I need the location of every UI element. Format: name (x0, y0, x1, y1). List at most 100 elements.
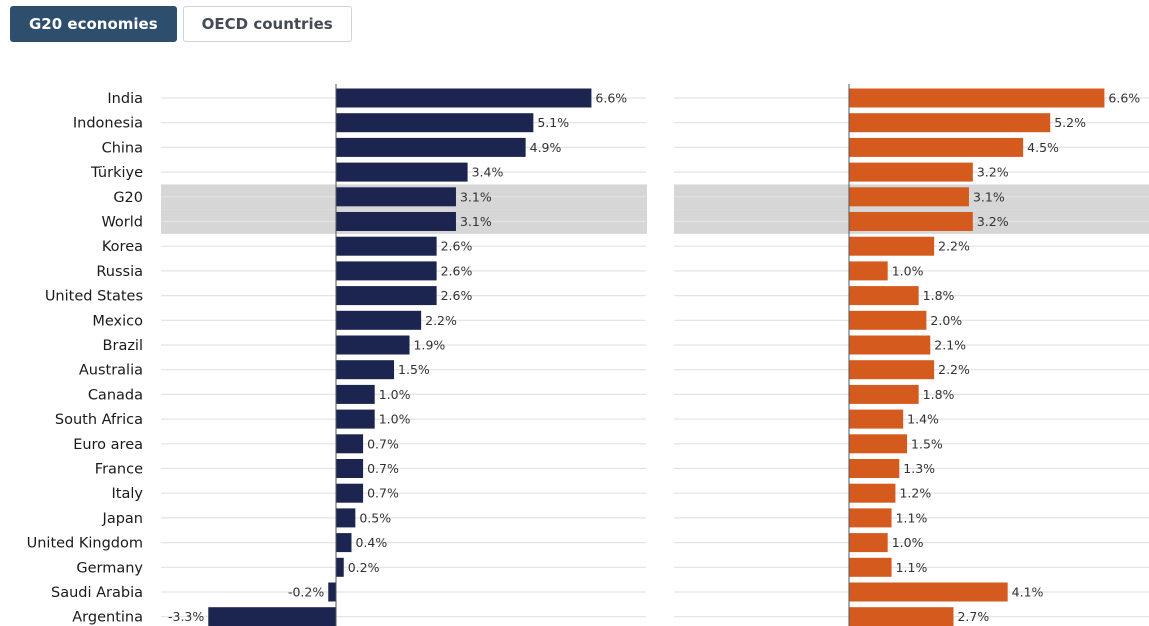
bar (849, 459, 900, 478)
data-label: 2.2% (938, 362, 970, 377)
bar (336, 335, 410, 355)
data-label: 0.2% (348, 560, 380, 575)
data-label: 0.5% (359, 510, 391, 525)
bar (336, 261, 437, 281)
bar (336, 508, 356, 528)
bar (849, 335, 931, 355)
data-label: 0.4% (355, 535, 387, 550)
data-label: 6.6% (595, 91, 627, 106)
bar (849, 483, 896, 503)
data-label: 1.9% (414, 338, 446, 353)
data-label: 1.4% (907, 412, 939, 427)
category-label: Brazil (103, 338, 143, 354)
bar (328, 582, 336, 602)
category-label: Italy (112, 486, 144, 502)
data-label: 1.3% (903, 461, 935, 476)
data-label: 5.1% (537, 115, 569, 130)
data-label: 1.1% (896, 510, 928, 525)
data-label: 1.5% (911, 436, 943, 451)
data-label: 3.4% (472, 165, 504, 180)
bar (849, 533, 888, 553)
tab-g20-economies[interactable]: G20 economies (10, 6, 177, 42)
bar (849, 137, 1024, 157)
bar (849, 360, 935, 380)
data-label: 4.1% (1012, 585, 1044, 600)
data-label: 2.6% (441, 263, 473, 278)
bar (336, 310, 422, 330)
category-label: Saudi Arabia (51, 585, 143, 601)
data-label: 1.8% (923, 288, 955, 303)
data-label: 0.7% (367, 486, 399, 501)
bar (336, 212, 456, 231)
bar (849, 261, 888, 281)
category-label: Mexico (92, 313, 143, 329)
category-label: Russia (96, 264, 143, 280)
data-label: 3.1% (460, 189, 492, 204)
data-label: 2.7% (957, 609, 989, 624)
bar (849, 88, 1105, 108)
data-label: 2.1% (934, 338, 966, 353)
bar (849, 582, 1008, 602)
category-label: Canada (88, 387, 143, 403)
category-label: China (102, 140, 143, 156)
bar (849, 557, 892, 577)
data-label: 4.5% (1027, 140, 1059, 155)
category-label: G20 (113, 190, 143, 206)
data-label: 1.8% (923, 387, 955, 402)
data-label: 1.2% (899, 486, 931, 501)
category-label: Germany (76, 560, 143, 576)
data-label: 1.0% (892, 535, 924, 550)
bar (336, 384, 375, 404)
category-label: Türkiye (90, 165, 143, 181)
data-label: 3.1% (460, 214, 492, 229)
data-label: 2.2% (938, 239, 970, 254)
data-label: 0.7% (367, 436, 399, 451)
data-label: 1.5% (398, 362, 430, 377)
bar (849, 212, 973, 231)
category-label: Indonesia (73, 116, 143, 132)
data-label: 2.6% (441, 239, 473, 254)
category-label: South Africa (55, 412, 143, 428)
data-label: 6.6% (1108, 91, 1140, 106)
bar (336, 434, 364, 454)
bar (336, 236, 437, 256)
category-label: World (101, 215, 143, 231)
data-label: 5.2% (1054, 115, 1086, 130)
data-label: 1.1% (896, 560, 928, 575)
bar (336, 88, 592, 108)
bar (336, 360, 395, 380)
bar (336, 483, 364, 503)
bar (208, 607, 336, 626)
bar (336, 113, 534, 133)
data-label: 1.0% (379, 412, 411, 427)
tab-oecd-countries[interactable]: OECD countries (182, 6, 352, 42)
data-label: -0.2% (288, 585, 324, 600)
bar (849, 310, 927, 330)
bar (849, 409, 904, 429)
bar (849, 286, 919, 306)
data-label: 0.7% (367, 461, 399, 476)
bar (849, 113, 1051, 133)
data-label: 3.1% (973, 189, 1005, 204)
data-label: 2.2% (425, 313, 457, 328)
data-label: 3.2% (977, 214, 1009, 229)
data-label: 2.0% (930, 313, 962, 328)
category-label: Euro area (73, 437, 143, 453)
category-label: Korea (102, 239, 143, 255)
bar (849, 187, 969, 207)
bar (849, 384, 919, 404)
data-label: -3.3% (168, 609, 204, 624)
data-label: 3.2% (977, 165, 1009, 180)
category-label: United Kingdom (27, 536, 143, 552)
bar (849, 508, 892, 528)
category-label: Japan (102, 511, 143, 527)
category-label: India (107, 91, 143, 107)
data-label: 1.0% (892, 263, 924, 278)
bar (849, 434, 908, 454)
bar (336, 533, 352, 553)
bar (849, 236, 935, 256)
bar (336, 162, 468, 182)
bar (336, 187, 456, 207)
category-label: France (95, 462, 143, 478)
bar (336, 557, 344, 577)
